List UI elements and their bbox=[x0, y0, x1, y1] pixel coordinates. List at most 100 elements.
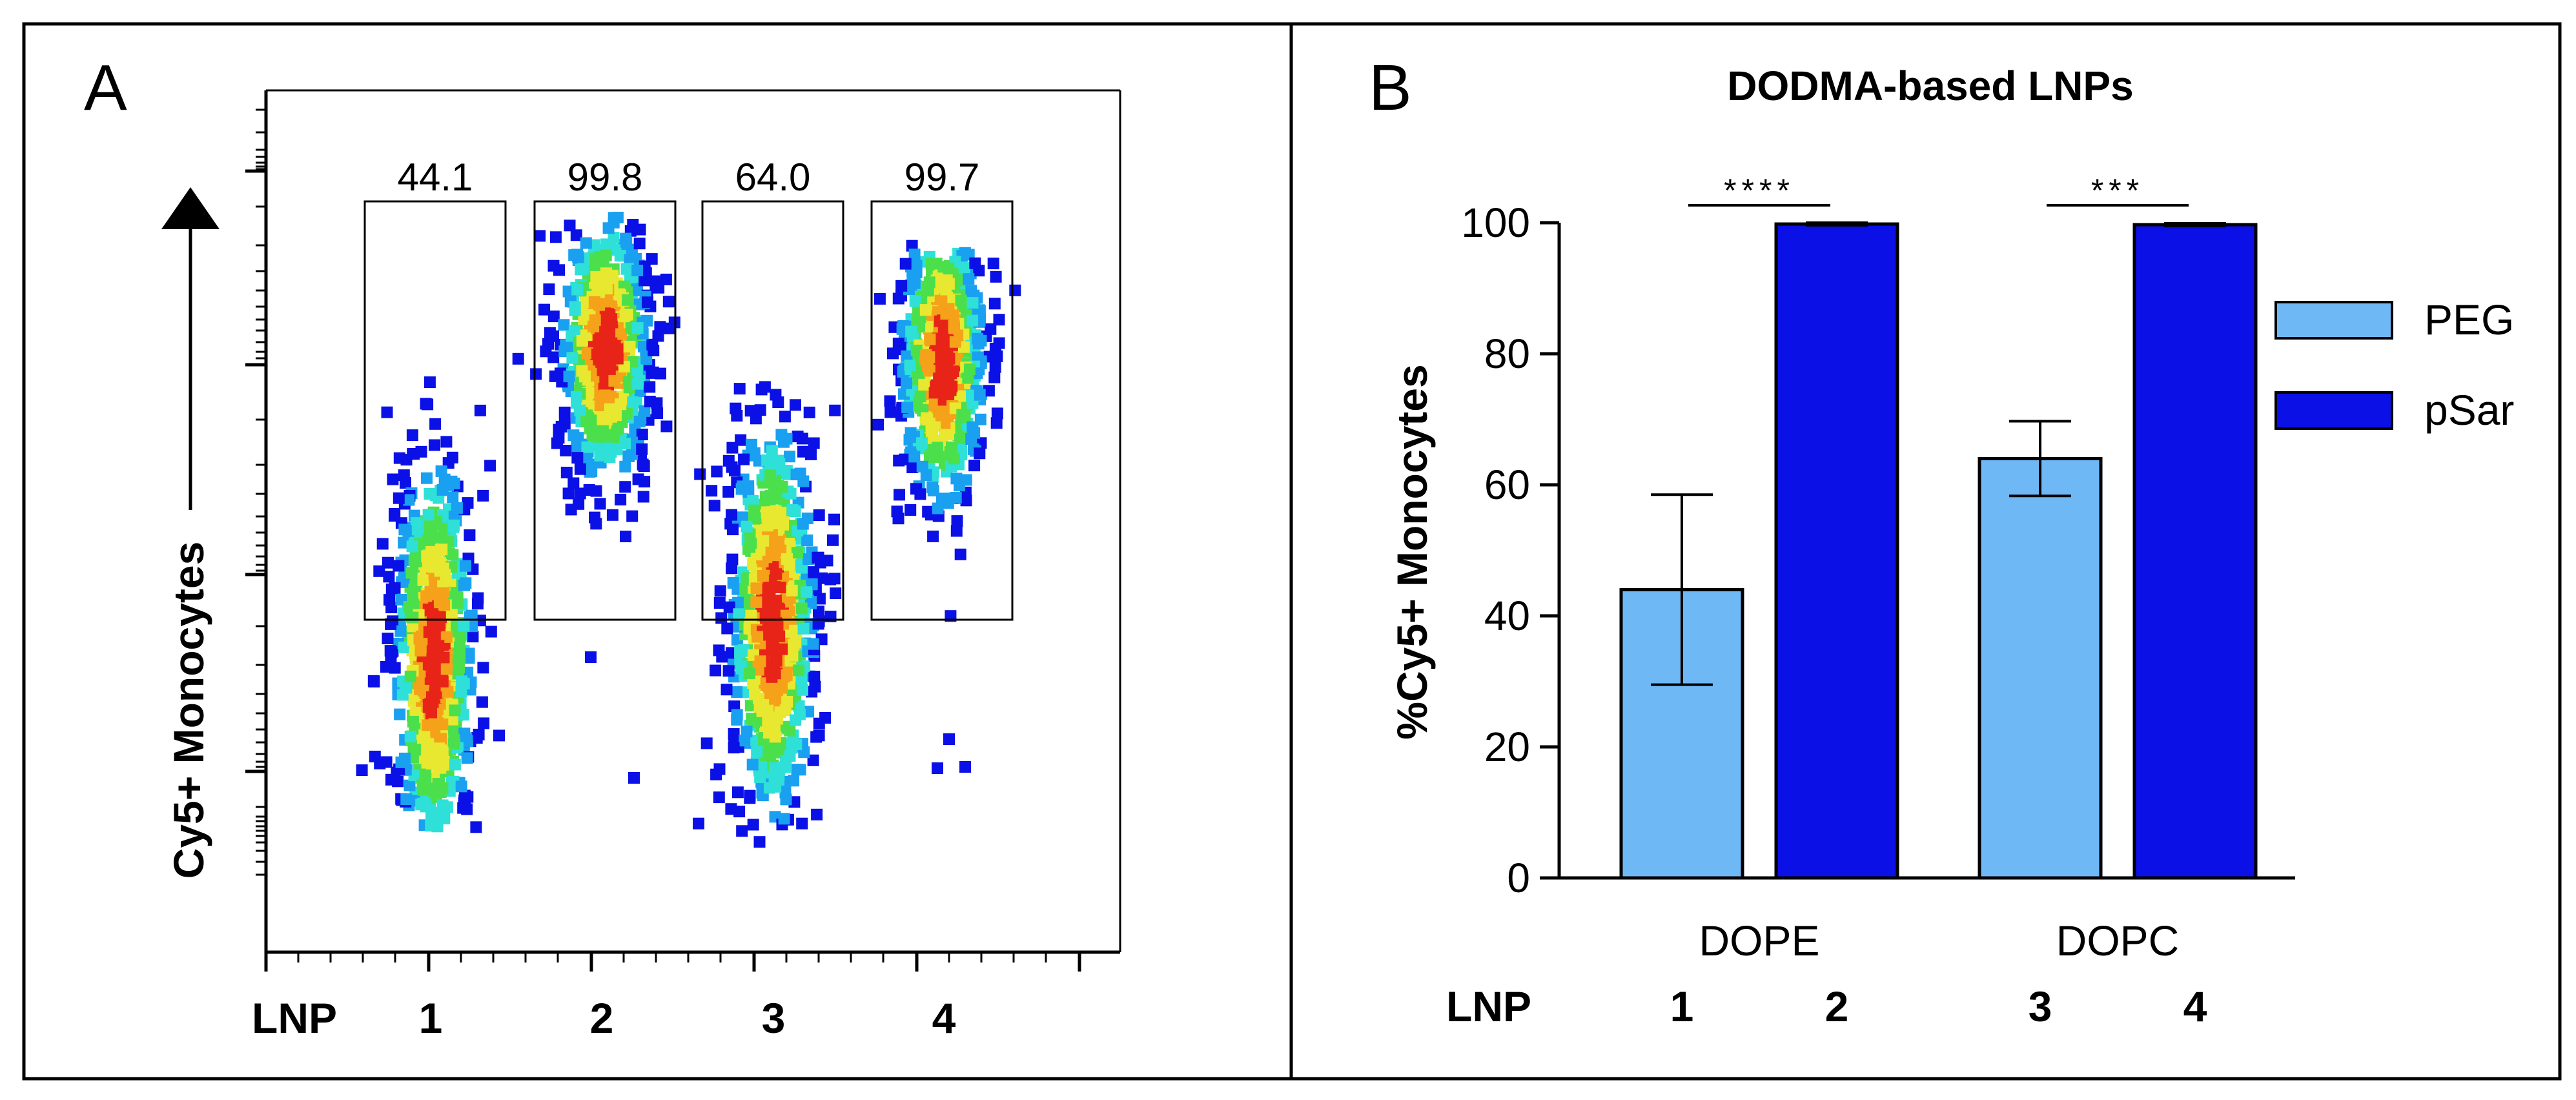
error-bars bbox=[1651, 221, 2226, 686]
flow-event-dot bbox=[580, 237, 592, 249]
flow-event-dot bbox=[796, 817, 808, 830]
flow-event-dot bbox=[567, 429, 580, 442]
flow-event-dot bbox=[896, 323, 908, 335]
flow-event-dot bbox=[726, 553, 739, 565]
flow-event-dot bbox=[776, 643, 788, 655]
flow-event-dot bbox=[403, 494, 415, 506]
flow-event-dot bbox=[972, 332, 984, 345]
bar-axes: 0 20 40 60 80 100 DOPE DOPC bbox=[1461, 199, 2295, 964]
flow-event-dot bbox=[662, 296, 675, 308]
flow-event-dot bbox=[619, 481, 631, 493]
flow-event-dot bbox=[569, 301, 581, 313]
flow-event-dot bbox=[797, 475, 810, 487]
legend-label-psar: pSar bbox=[2424, 386, 2514, 434]
flow-event-dot bbox=[478, 717, 490, 729]
flow-event-dot bbox=[385, 618, 397, 630]
flow-event-dot bbox=[829, 404, 841, 416]
flow-event-dot bbox=[624, 340, 636, 352]
flow-event-dot bbox=[400, 793, 413, 805]
flow-event-dot bbox=[935, 409, 947, 422]
flow-event-dot bbox=[790, 637, 802, 649]
flow-event-dot bbox=[922, 285, 934, 297]
flow-event-dot bbox=[420, 590, 433, 602]
flow-event-dot bbox=[764, 490, 777, 502]
flow-event-dot bbox=[706, 485, 718, 497]
flow-event-dot bbox=[407, 591, 418, 604]
flow-event-dot bbox=[942, 385, 954, 398]
flow-event-dot bbox=[633, 238, 646, 250]
flow-lane-4: 4 bbox=[932, 994, 956, 1042]
gate-1 bbox=[363, 200, 507, 621]
flow-event-dot bbox=[376, 538, 389, 550]
flow-event-dot bbox=[694, 468, 706, 480]
flow-event-dot bbox=[812, 618, 824, 630]
flow-event-dot bbox=[731, 786, 744, 799]
flow-event-dot bbox=[383, 571, 395, 583]
flow-event-dot bbox=[460, 560, 471, 572]
flow-event-dot bbox=[893, 454, 905, 467]
flow-event-dot bbox=[455, 630, 467, 642]
flow-event-dot bbox=[561, 340, 573, 352]
flow-event-dot bbox=[892, 338, 905, 350]
flow-event-dot bbox=[750, 596, 762, 608]
flow-event-dot bbox=[809, 680, 821, 693]
flow-lnp-label: LNP bbox=[252, 994, 337, 1042]
flow-event-dot bbox=[909, 295, 921, 307]
flow-event-dot bbox=[753, 836, 766, 848]
flow-event-dot bbox=[713, 763, 726, 775]
bar-lnp-label: LNP bbox=[1446, 983, 1531, 1030]
flow-event-dot bbox=[571, 283, 584, 296]
significance-label: *** bbox=[2091, 172, 2144, 209]
flow-event-dot bbox=[356, 764, 368, 777]
flow-event-dot bbox=[963, 273, 975, 285]
flow-event-dot bbox=[589, 511, 600, 524]
flow-event-dot bbox=[553, 264, 565, 276]
y-tick-label: 100 bbox=[1461, 199, 1530, 246]
flow-event-dot bbox=[626, 448, 638, 460]
flow-event-dot bbox=[467, 631, 479, 643]
gate-value-3: 64.0 bbox=[735, 156, 811, 199]
significance-markers: **** *** bbox=[1688, 172, 2189, 209]
flow-event-dot bbox=[651, 397, 663, 409]
flow-event-dot bbox=[558, 418, 571, 430]
flow-event-dot bbox=[422, 719, 434, 731]
flow-events bbox=[356, 212, 1021, 848]
flow-event-dot bbox=[821, 555, 833, 567]
bar-lnp-3: 3 bbox=[2029, 983, 2052, 1030]
flow-event-dot bbox=[828, 513, 840, 525]
flow-event-dot bbox=[477, 662, 489, 674]
flow-event-dot bbox=[429, 418, 442, 430]
flow-event-dot bbox=[646, 253, 658, 265]
flow-axis-ticks bbox=[245, 108, 1081, 972]
flow-event-dot bbox=[894, 489, 905, 501]
flow-event-dot bbox=[436, 746, 449, 759]
flow-event-dot bbox=[636, 429, 648, 440]
flow-event-dot bbox=[990, 417, 1003, 429]
flow-event-dot bbox=[743, 667, 755, 679]
flow-event-dot bbox=[622, 294, 634, 306]
flow-event-dot bbox=[734, 646, 746, 658]
flow-event-dot bbox=[429, 439, 440, 451]
flow-event-dot bbox=[711, 465, 723, 478]
flow-event-dot bbox=[638, 460, 650, 472]
flow-event-dot bbox=[381, 406, 393, 418]
flow-event-dot bbox=[813, 593, 826, 605]
flow-event-dot bbox=[420, 800, 432, 813]
flow-event-dot bbox=[962, 372, 974, 384]
flow-event-dot bbox=[614, 250, 626, 262]
legend-swatch-psar bbox=[2274, 391, 2393, 430]
flow-event-dot bbox=[926, 481, 939, 493]
legend-label-peg: PEG bbox=[2424, 296, 2514, 343]
flow-event-dot bbox=[438, 651, 450, 664]
flow-event-dot bbox=[427, 696, 439, 708]
flow-event-dot bbox=[472, 592, 484, 604]
flow-event-dot bbox=[458, 620, 470, 632]
flow-event-dot bbox=[389, 582, 401, 594]
flow-event-dot bbox=[440, 436, 453, 448]
flow-event-dot bbox=[802, 553, 815, 565]
flow-event-dot bbox=[779, 411, 791, 423]
flow-event-dot bbox=[773, 769, 785, 782]
flow-event-dot bbox=[589, 314, 601, 326]
flow-event-dot bbox=[549, 231, 562, 243]
flow-event-dot bbox=[936, 363, 948, 376]
